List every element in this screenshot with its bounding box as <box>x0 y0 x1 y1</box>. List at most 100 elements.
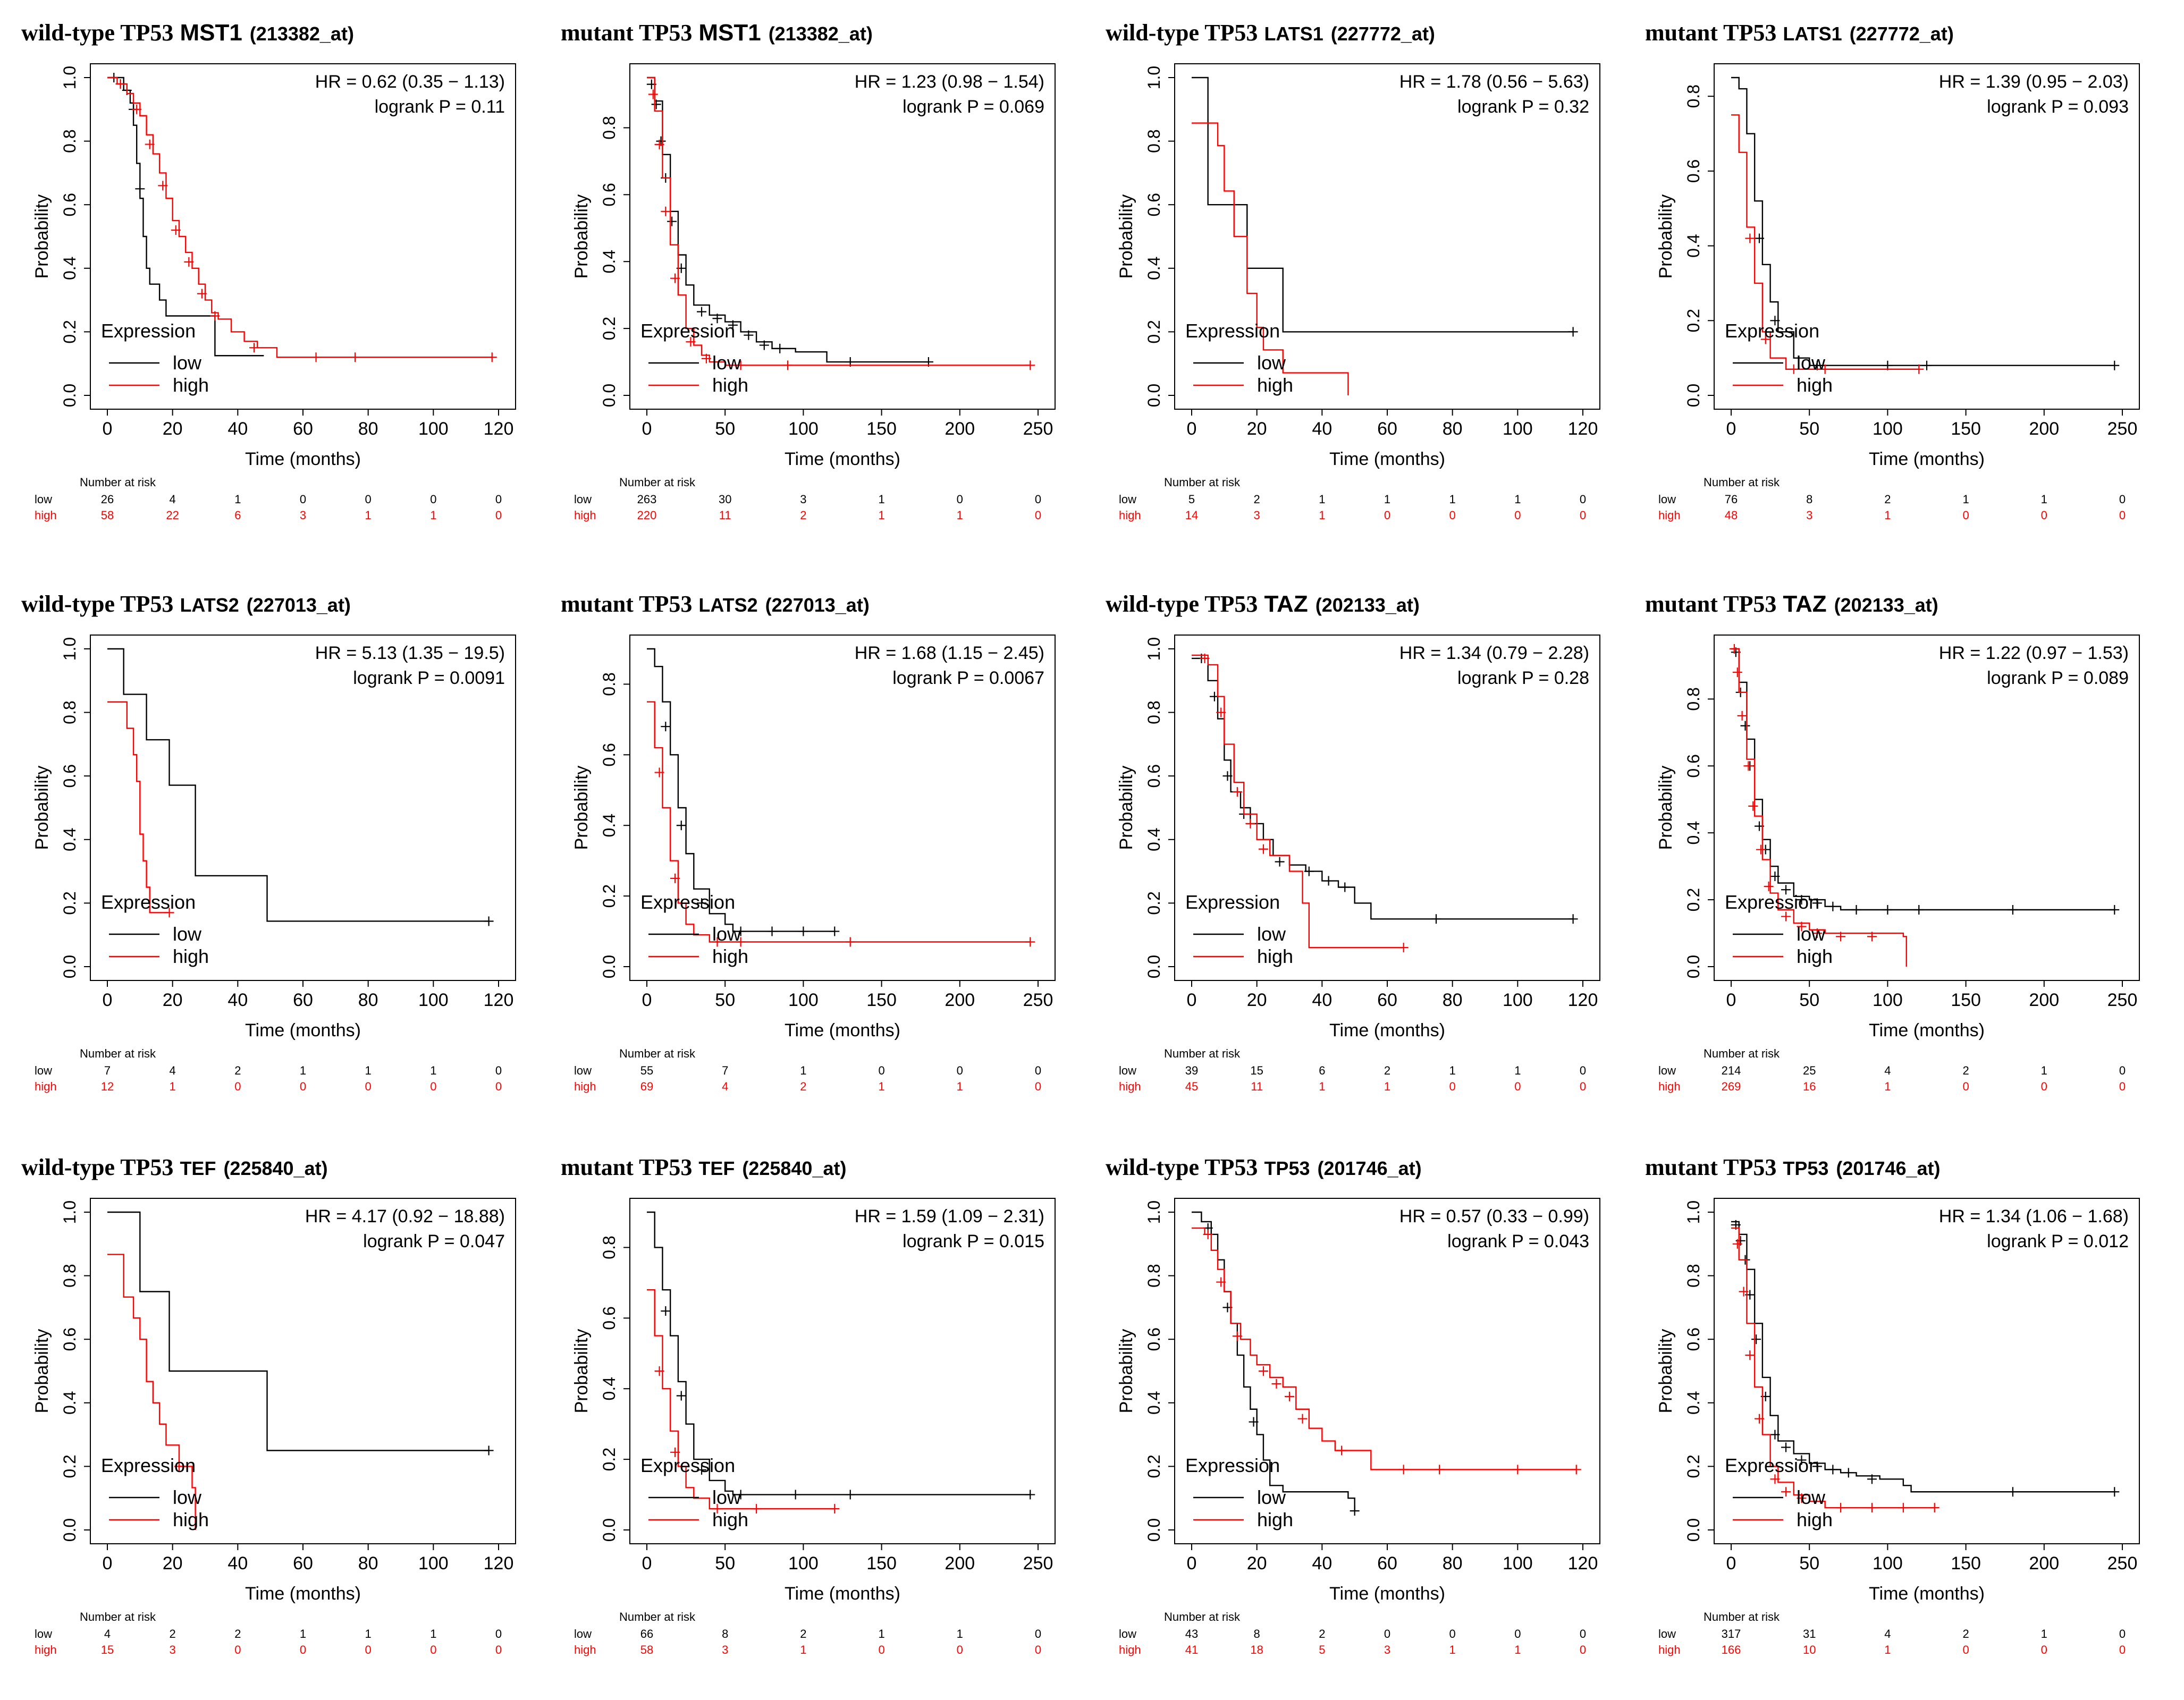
censor-mark-high <box>1745 233 1755 243</box>
x-tick-label: 0 <box>642 1553 652 1574</box>
title-probe: (227013_at) <box>765 594 870 616</box>
title-probe: (213382_at) <box>249 23 354 45</box>
censor-mark-high <box>1743 761 1753 771</box>
km-curve-high <box>107 1254 196 1530</box>
y-tick-label: 0.0 <box>600 955 619 978</box>
risk-count-high: 1 <box>878 1080 884 1093</box>
risk-count-high: 45 <box>1185 1080 1198 1093</box>
risk-row-label-high: high <box>1658 509 1681 522</box>
censor-mark-high <box>1797 921 1807 932</box>
hr-text: HR = 1.39 (0.95 − 2.03) <box>1939 72 2129 92</box>
censor-mark-high <box>1739 1287 1749 1297</box>
title-probe: (201746_at) <box>1317 1157 1422 1179</box>
censor-mark-high <box>712 1504 722 1514</box>
censor-mark-low <box>1797 895 1807 905</box>
x-tick-label: 0 <box>1726 990 1736 1010</box>
x-tick-label: 0 <box>1726 1553 1736 1574</box>
risk-count-high: 1 <box>1884 1643 1891 1656</box>
title-group: mutant TP53 <box>1645 591 1777 617</box>
title-group: wild-type TP53 <box>21 20 174 46</box>
risk-count-low: 0 <box>495 493 502 506</box>
title-probe: (202133_at) <box>1315 594 1420 616</box>
x-tick-label: 100 <box>1873 1553 1903 1574</box>
censor-mark-low <box>1867 1474 1877 1484</box>
x-tick-label: 200 <box>2029 1553 2059 1574</box>
title-group: mutant TP53 <box>561 1154 693 1180</box>
risk-row-label-high: high <box>1658 1080 1681 1093</box>
x-tick-label: 20 <box>163 1553 183 1574</box>
censor-mark-high <box>1571 1465 1581 1475</box>
x-axis-label: Time (months) <box>785 1020 900 1041</box>
y-tick-label: 0.0 <box>1144 955 1163 978</box>
title-group: mutant TP53 <box>1645 20 1777 46</box>
risk-count-high: 18 <box>1250 1643 1263 1656</box>
y-tick-label: 0.2 <box>60 320 79 343</box>
risk-count-high: 48 <box>1725 509 1738 522</box>
x-tick-label: 40 <box>1312 1553 1332 1574</box>
risk-row-label-high: high <box>1119 1080 1141 1093</box>
x-tick-label: 80 <box>358 990 378 1010</box>
legend-label-low: low <box>173 352 202 374</box>
risk-count-high: 1 <box>1884 509 1891 522</box>
risk-count-low: 0 <box>430 493 436 506</box>
risk-count-low: 66 <box>640 1627 653 1640</box>
risk-count-low: 26 <box>101 493 114 506</box>
panel-title: mutant TP53 LATS1 (227772_at) <box>1645 19 1954 46</box>
legend-label-high: high <box>712 374 748 396</box>
title-gene: TAZ <box>1783 591 1827 617</box>
y-tick-label: 0.6 <box>1144 764 1163 788</box>
censor-mark-high <box>1297 1414 1308 1424</box>
risk-count-low: 4 <box>1884 1064 1891 1077</box>
risk-count-high: 0 <box>1580 1643 1586 1656</box>
y-axis-label: Probability <box>1656 1329 1676 1414</box>
risk-row-label-low: low <box>574 493 592 506</box>
censor-mark-high <box>752 1504 762 1514</box>
y-tick-label: 1.0 <box>60 66 79 89</box>
censor-mark-high <box>1748 801 1758 811</box>
risk-count-high: 1 <box>878 509 884 522</box>
x-tick-label: 200 <box>2029 990 2059 1010</box>
censor-mark-high <box>1025 360 1035 370</box>
x-axis-label: Time (months) <box>245 1584 361 1604</box>
km-curve-high <box>107 77 492 358</box>
censor-mark-high <box>736 937 746 947</box>
legend-label-low: low <box>712 1486 741 1508</box>
censor-mark-low <box>1781 1442 1791 1452</box>
censor-mark-high <box>171 225 181 235</box>
risk-count-high: 0 <box>1035 1080 1041 1093</box>
title-gene: LATS2 <box>698 594 758 616</box>
censor-mark-high <box>1258 844 1268 854</box>
censor-mark-low <box>775 343 785 353</box>
risk-count-high: 1 <box>1384 1080 1390 1093</box>
x-tick-label: 100 <box>418 419 449 439</box>
censor-mark-low <box>790 1490 800 1500</box>
y-tick-label: 0.6 <box>1144 1327 1163 1351</box>
y-tick-label: 1.0 <box>1144 637 1163 661</box>
risk-count-high: 22 <box>166 509 179 522</box>
y-tick-label: 0.8 <box>1144 129 1163 153</box>
y-tick-label: 0.4 <box>1144 1391 1163 1415</box>
km-panel: wild-type TP53 TP53 (201746_at) 0.0 0.2 0.4 0.… <box>1095 1154 1616 1698</box>
risk-count-low: 31 <box>1803 1627 1816 1640</box>
x-axis-label: Time (months) <box>245 1020 361 1041</box>
title-probe: (225840_at) <box>223 1157 328 1179</box>
legend-label-low: low <box>712 923 741 945</box>
censor-mark-high <box>654 1366 664 1376</box>
x-tick-label: 80 <box>1443 419 1463 439</box>
censor-mark-low <box>712 314 722 324</box>
risk-count-high: 0 <box>1580 1080 1586 1093</box>
censor-mark-high <box>197 289 207 299</box>
censor-mark-high <box>1797 1493 1807 1503</box>
censor-mark-high <box>1203 1229 1213 1239</box>
risk-count-low: 1 <box>2041 1627 2047 1640</box>
title-gene: MST1 <box>698 20 761 46</box>
censor-mark-low <box>1828 901 1838 911</box>
hr-text: HR = 4.17 (0.92 − 18.88) <box>305 1206 505 1227</box>
x-tick-label: 150 <box>1951 419 1981 439</box>
risk-table-title: Number at risk <box>1704 1047 1780 1060</box>
censor-mark-high <box>670 273 680 283</box>
panel-title: wild-type TP53 TAZ (202133_at) <box>1106 590 1420 618</box>
